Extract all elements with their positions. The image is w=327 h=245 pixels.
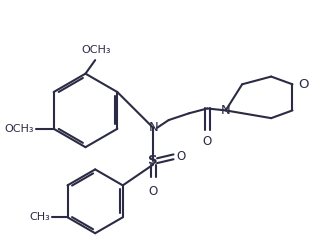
Text: S: S bbox=[148, 154, 158, 167]
Text: OCH₃: OCH₃ bbox=[81, 45, 111, 55]
Text: OCH₃: OCH₃ bbox=[5, 124, 34, 134]
Text: N: N bbox=[148, 121, 158, 134]
Text: CH₃: CH₃ bbox=[29, 212, 50, 222]
Text: O: O bbox=[177, 150, 186, 163]
Text: O: O bbox=[298, 78, 309, 91]
Text: N: N bbox=[221, 104, 231, 117]
Text: O: O bbox=[203, 135, 212, 147]
Text: O: O bbox=[148, 185, 158, 198]
